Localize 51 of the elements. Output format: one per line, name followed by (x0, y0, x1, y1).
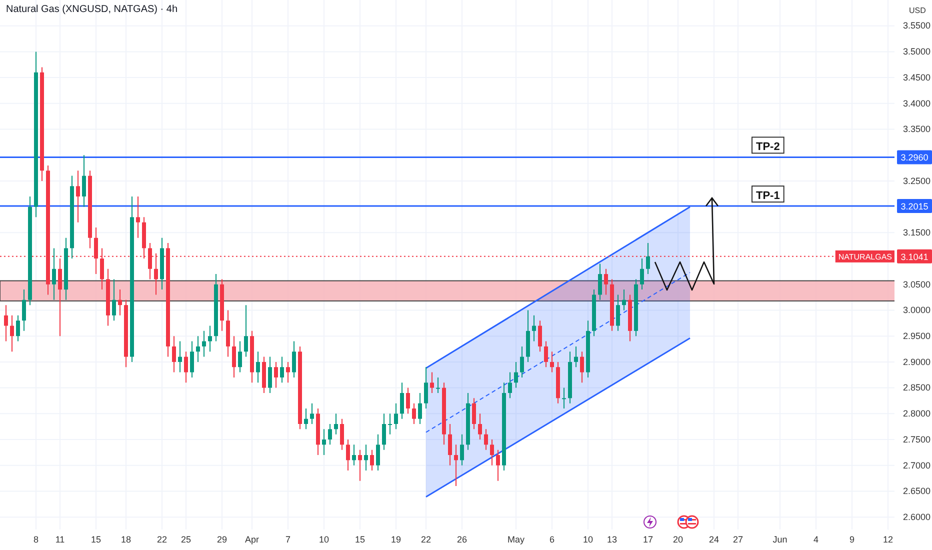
x-tick-label: 15 (354, 534, 366, 544)
y-tick-label: 2.6000 (903, 512, 931, 522)
x-tick-label: 8 (33, 534, 39, 544)
y-tick-label: 2.8500 (903, 382, 931, 393)
x-tick-label: 22 (420, 534, 432, 544)
x-tick-label: 13 (606, 534, 618, 544)
y-tick-label: 3.3500 (903, 124, 931, 134)
annotation: 3.2960 (900, 152, 928, 163)
y-tick-label: 3.5000 (903, 46, 931, 57)
x-tick-label: 6 (549, 534, 555, 544)
x-tick-label: 9 (849, 534, 855, 544)
y-tick-label: 3.1500 (903, 228, 931, 238)
x-tick-label: Jun (772, 534, 788, 544)
x-tick-label: 29 (216, 534, 228, 544)
y-tick-label: 2.8000 (903, 408, 931, 419)
ref-line-label: TP-2 (756, 141, 780, 154)
annotation: 3.1041 (900, 252, 928, 262)
x-tick-label: 10 (318, 534, 330, 544)
y-axis-title: USD (909, 6, 926, 15)
y-tick-label: 2.6500 (903, 486, 931, 496)
x-tick-label: 10 (582, 534, 594, 544)
x-tick-label: 17 (642, 534, 654, 544)
y-tick-label: 3.4000 (903, 98, 931, 108)
y-tick-label: 2.7500 (903, 434, 931, 444)
x-tick-label: 18 (120, 534, 132, 544)
x-tick-label: 4 (813, 534, 819, 544)
y-tick-label: 3.4500 (903, 72, 931, 82)
x-tick-label: 11 (55, 534, 65, 544)
annotation: 3.2015 (900, 202, 928, 212)
y-tick-label: 3.0000 (903, 305, 931, 316)
x-tick-label: 7 (285, 534, 291, 544)
chart-title: Natural Gas (XNGUSD, NATGAS) · 4h (6, 4, 178, 15)
x-tick-label: 12 (882, 534, 894, 544)
x-tick-label: 26 (456, 534, 468, 544)
y-tick-label: 2.9500 (903, 330, 931, 341)
y-tick-label: 2.9000 (903, 356, 931, 367)
x-tick-label: 22 (156, 534, 168, 544)
x-tick-label: May (507, 534, 525, 544)
y-tick-label: 3.0500 (903, 279, 931, 290)
x-tick-label: 24 (708, 534, 720, 544)
x-tick-label: 19 (390, 534, 402, 544)
x-tick-label: 20 (672, 534, 684, 544)
x-tick-label: Apr (244, 534, 260, 544)
x-tick-label: 27 (732, 534, 744, 544)
ref-line-label: NATURALGAS (838, 252, 892, 262)
x-tick-label: 25 (180, 534, 192, 544)
ref-line-label: TP-1 (756, 190, 780, 202)
y-tick-label: 2.7000 (903, 460, 931, 470)
y-tick-label: 3.2500 (903, 176, 931, 186)
x-tick-label: 15 (90, 534, 102, 544)
y-tick-label: 3.5500 (903, 20, 931, 31)
